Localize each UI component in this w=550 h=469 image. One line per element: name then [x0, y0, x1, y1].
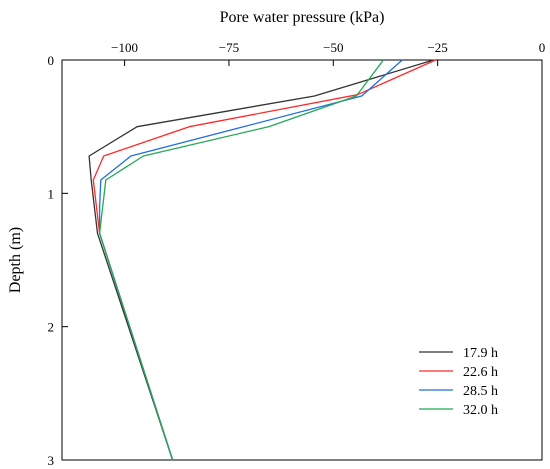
series-line-2 [92, 59, 436, 461]
y-axis-ticks: 0 1 2 3 [48, 53, 68, 468]
y-tick-label: 1 [48, 186, 55, 201]
series-layer [88, 59, 436, 461]
legend-label: 22.6 h [463, 365, 498, 380]
series-line-4 [98, 59, 384, 461]
x-tick-label: −50 [323, 40, 343, 55]
y-tick-label: 3 [48, 453, 55, 468]
legend-label: 32.0 h [463, 403, 498, 418]
legend-label: 17.9 h [463, 346, 498, 361]
legend: 17.9 h 22.6 h 28.5 h 32.0 h [419, 346, 498, 418]
x-tick-label: 0 [539, 40, 546, 55]
series-line-3 [98, 59, 403, 461]
x-tick-label: −100 [111, 40, 138, 55]
y-tick-label: 2 [48, 320, 55, 335]
y-tick-label: 0 [48, 53, 55, 68]
x-axis-title: Pore water pressure (kPa) [220, 9, 385, 26]
series-line-1 [88, 59, 434, 461]
legend-label: 28.5 h [463, 384, 498, 399]
x-tick-label: −25 [427, 40, 447, 55]
x-axis-ticks: −100 −75 −50 −25 0 [111, 40, 545, 66]
x-tick-label: −75 [219, 40, 239, 55]
plot-frame [61, 59, 543, 461]
y-axis-title: Depth (m) [7, 227, 24, 293]
